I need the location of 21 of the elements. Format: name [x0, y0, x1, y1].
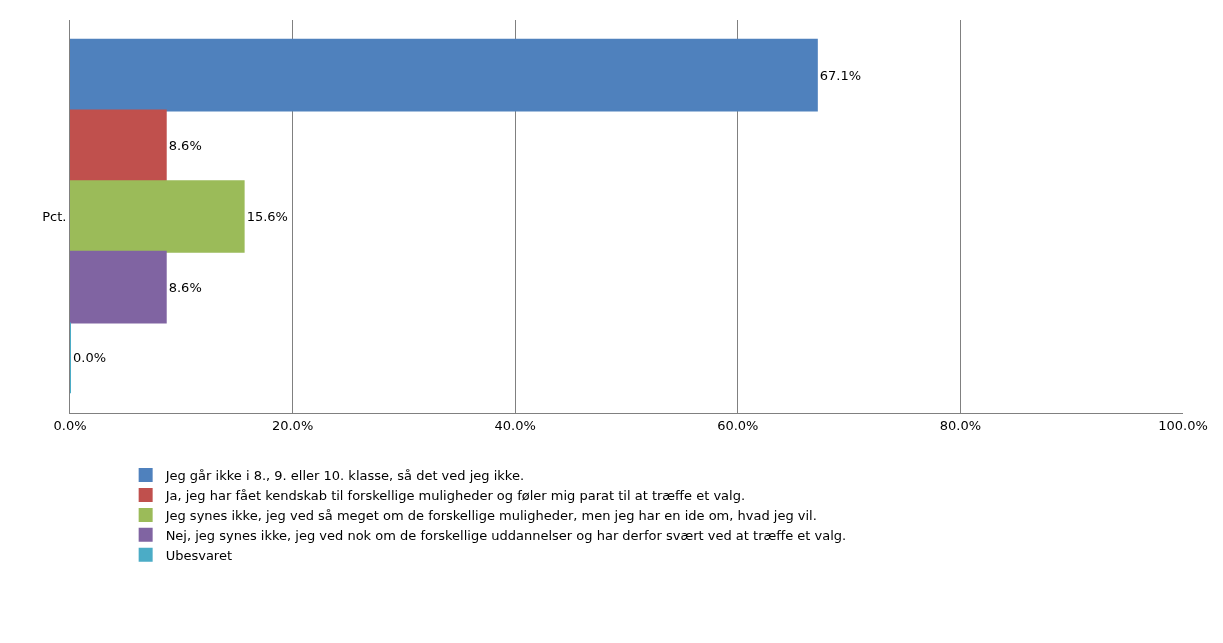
x-tick-label: 80.0% — [939, 417, 982, 433]
bar — [70, 180, 245, 253]
x-tick-label: 40.0% — [494, 417, 536, 433]
data-label: 67.1% — [819, 67, 862, 83]
legend-label: Ubesvaret — [165, 547, 233, 563]
y-tick-label: Pct. — [42, 209, 67, 225]
bar — [70, 250, 167, 324]
data-label: 8.6% — [168, 138, 202, 154]
bar — [70, 38, 818, 112]
x-tick-label: 100.0% — [1158, 417, 1208, 433]
x-tick-label: 60.0% — [717, 417, 759, 433]
bar — [70, 109, 167, 183]
legend-label: Jeg går ikke i 8., 9. eller 10. klasse, så det ved jeg ikke. — [164, 468, 525, 484]
x-tick-label: 0.0% — [53, 417, 87, 433]
data-label: 8.6% — [168, 279, 202, 295]
data-label: 0.0% — [73, 350, 107, 366]
data-label: 15.6% — [246, 209, 288, 224]
legend-label: Ja, jeg har fået kendskab til forskellige muligheder og føler mig parat til at træffe et valg. — [164, 488, 746, 504]
x-tick-label: 20.0% — [271, 417, 314, 433]
legend-label: Nej, jeg synes ikke, jeg ved nok om de forskellige uddannelser og har derfor svært ved at træffe et valg. — [165, 527, 847, 543]
legend-label: Jeg synes ikke, jeg ved så meget om de forskellige muligheder, men jeg har en ide om, hvad jeg vil. — [164, 507, 817, 523]
